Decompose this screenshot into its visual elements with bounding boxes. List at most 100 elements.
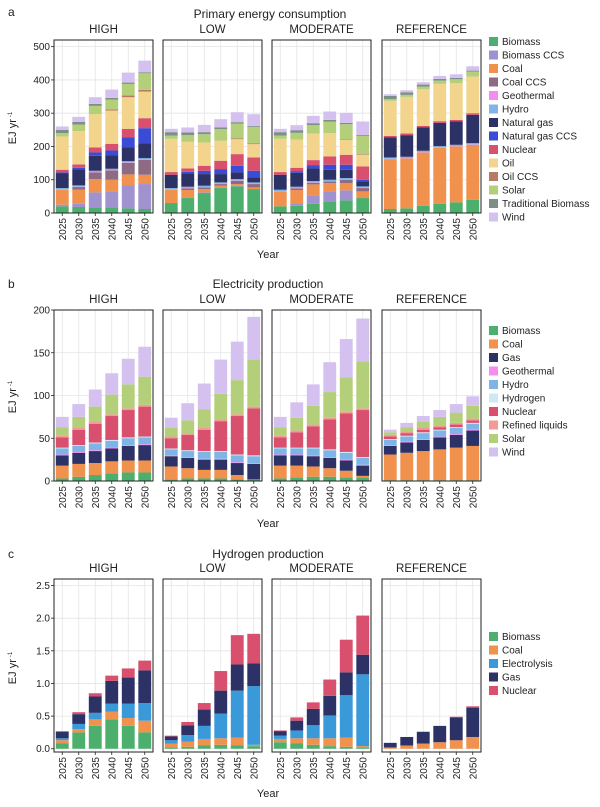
bar-segment-biomass [164,203,178,213]
bar-segment-biomass [121,472,135,481]
bar-segment-biomass [138,732,152,749]
legend-swatch-solar [489,434,498,443]
bar-segment-biomass [55,478,69,481]
bar-segment-wind [400,422,414,428]
bar-segment-hydro [214,182,228,184]
bar-segment-solar [400,427,414,432]
bar-segment-hydro [400,436,414,442]
bar-segment-hydro [449,144,463,147]
bar-segment-wind [383,94,397,96]
bar-segment-hydro [273,448,287,455]
bar-segment-solar [449,412,463,423]
x-tick-label: 2045 [233,486,244,509]
bar-segment-hydro [197,185,211,188]
bar-segment-coal [323,183,337,192]
bar-segment-nuclear [290,167,304,172]
x-tick-label: 2025 [386,486,397,509]
y-axis-label-primary-energy: EJ yr-1 [7,111,19,144]
x-tick-label: 2025 [167,757,178,780]
bar-segment-gas [230,463,244,476]
bar-segment-geothermal [433,436,447,438]
facet-label: MODERATE [289,563,354,575]
bar-segment-natural-gas-ccs [181,171,195,174]
bar-segment-nuclear [339,154,353,165]
x-tick-label: 2045 [342,218,353,241]
bar-segment-nuclear [214,421,228,452]
bar-segment-traditional-biomass [181,132,195,136]
legend-label-biomass: Biomass [502,37,540,48]
bar-segment-nuclear [55,437,69,448]
bar-segment-oil [339,139,353,155]
bar-segment-geothermal [181,457,195,458]
x-tick-label: 2045 [124,486,135,509]
bar-segment-gas [88,451,102,464]
bar-segment-biomass [138,472,152,481]
bar-segment-nuclear [449,716,463,718]
bar-segment-gas [356,465,370,476]
bar-segment-geothermal [138,444,152,446]
bar-segment-hydro [416,433,430,440]
bar-segment-coal [290,190,304,205]
bar-segment-geothermal [230,462,244,464]
x-tick-label: 2025 [58,757,69,780]
legend-label-oil-ccs: Oil CCS [502,172,538,183]
x-tick-label: 2035 [91,218,102,241]
bar-segment-hydro [138,437,152,445]
legend-swatch-geothermal [489,91,498,100]
x-tick-label: 2045 [342,757,353,780]
bar-segment-biomass [290,477,304,481]
bar-segment-refined-liquids [55,435,69,438]
bar-segment-hydro [88,443,102,451]
bar-segment-oil [416,89,430,126]
legend-label-gas: Gas [502,673,520,684]
bar-segment-wind [214,359,228,394]
bar-segment-natural-gas [466,114,480,144]
x-tick-label: 2040 [216,486,227,509]
bar-segment-oil-ccs [230,138,244,140]
bar-segment-biomass [247,746,261,749]
bar-segment-natural-gas-ccs [138,128,152,144]
bar-segment-biomass [197,745,211,749]
x-tick-label: 2030 [74,218,85,241]
bar-segment-traditional-biomass [214,127,228,130]
legend-swatch-geothermal [489,366,498,376]
bar-segment-hydrogen [88,442,102,444]
legend-swatch-traditional-biomass [489,199,498,208]
bar-segment-biomass [273,478,287,481]
bar-segment-nuclear [181,721,195,726]
bar-segment-hydro [383,439,397,446]
legend-label-biomass: Biomass [502,632,540,643]
bar-segment-coal-ccs [290,188,304,191]
bar-segment-biomass [181,746,195,749]
bar-segment-hydro [230,179,244,181]
bar-segment-biomass-ccs [197,192,211,194]
bar-segment-coal-ccs [339,179,353,184]
bar-segment-refined-liquids [121,408,135,411]
bar-segment-gas [181,457,195,469]
bar-segment-coal [466,144,480,200]
x-tick-label: 2045 [452,218,463,241]
facet-label: MODERATE [289,24,354,36]
bar-segment-solar [356,361,370,409]
facet-high-primary-energy-consumption: HIGH 2025 2030 2035 2040 2045 2050 [53,24,154,241]
x-tick-label: 2035 [200,486,211,509]
bar-segment-refined-liquids [138,404,152,407]
bar-segment-wind [197,124,211,133]
bar-segment-nuclear [72,164,86,168]
bar-segment-refined-liquids [400,431,414,434]
legend-label-geothermal: Geothermal [502,367,554,378]
x-tick-label: 2050 [140,757,151,780]
bar-segment-biomass [230,479,244,481]
x-tick-label: 2050 [249,218,260,241]
bar-segment-hydro [273,189,287,192]
bar-segment-hydro [164,449,178,456]
bar-segment-biomass [339,746,353,749]
bar-segment-solar [247,359,261,407]
bar-segment-coal [105,711,119,720]
bar-segment-natural-gas [273,174,287,190]
x-tick-label: 2040 [435,218,446,241]
legend-swatch-gas [489,672,498,682]
bar-segment-solar [88,406,102,423]
bar-segment-nuclear [339,413,353,452]
